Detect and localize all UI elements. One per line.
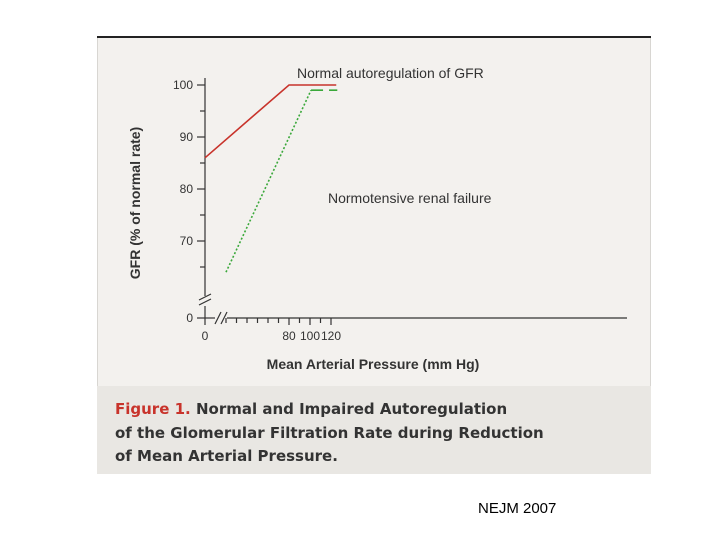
y-tick-label: 70 <box>180 234 194 248</box>
figure-caption: Figure 1. Normal and Impaired Autoregula… <box>97 386 651 474</box>
top-rule <box>97 36 651 38</box>
series <box>204 84 338 273</box>
y-tick-label: 100 <box>173 78 193 92</box>
series-line-renal-failure-slope <box>225 89 312 273</box>
axes <box>198 78 627 325</box>
x-axis-break-mark <box>214 311 222 325</box>
caption-line-1: Figure 1. Normal and Impaired Autoregula… <box>115 400 507 418</box>
caption-line-3: of Mean Arterial Pressure. <box>115 447 338 465</box>
caption-line-2: of the Glomerular Filtration Rate during… <box>115 424 544 442</box>
ticks <box>197 84 332 325</box>
x-tick-label: 120 <box>321 329 341 343</box>
series-line-normal <box>204 84 337 159</box>
x-axis-break-mark <box>220 311 228 325</box>
x-axis-title: Mean Arterial Pressure (mm Hg) <box>267 356 480 372</box>
caption-text-1: Normal and Impaired Autoregulation <box>195 400 508 418</box>
figure-label: Figure 1. <box>115 400 191 418</box>
y-axis-title: GFR (% of normal rate) <box>127 127 143 279</box>
y-tick-label: 90 <box>180 130 194 144</box>
panel-border-right <box>650 38 651 474</box>
y-axis-break-mark <box>198 293 212 301</box>
y-tick-label: 0 <box>186 311 193 325</box>
x-tick-label: 100 <box>300 329 320 343</box>
annotation-renal-failure: Normotensive renal failure <box>328 190 492 206</box>
y-tick-label: 80 <box>180 182 194 196</box>
x-tick-label: 80 <box>282 329 296 343</box>
annotation-normal-autoregulation: Normal autoregulation of GFR <box>297 65 484 81</box>
source-citation: NEJM 2007 <box>478 500 557 517</box>
y-axis-break-mark <box>198 298 212 306</box>
panel-border-left <box>97 38 98 474</box>
x-tick-label: 0 <box>202 329 209 343</box>
